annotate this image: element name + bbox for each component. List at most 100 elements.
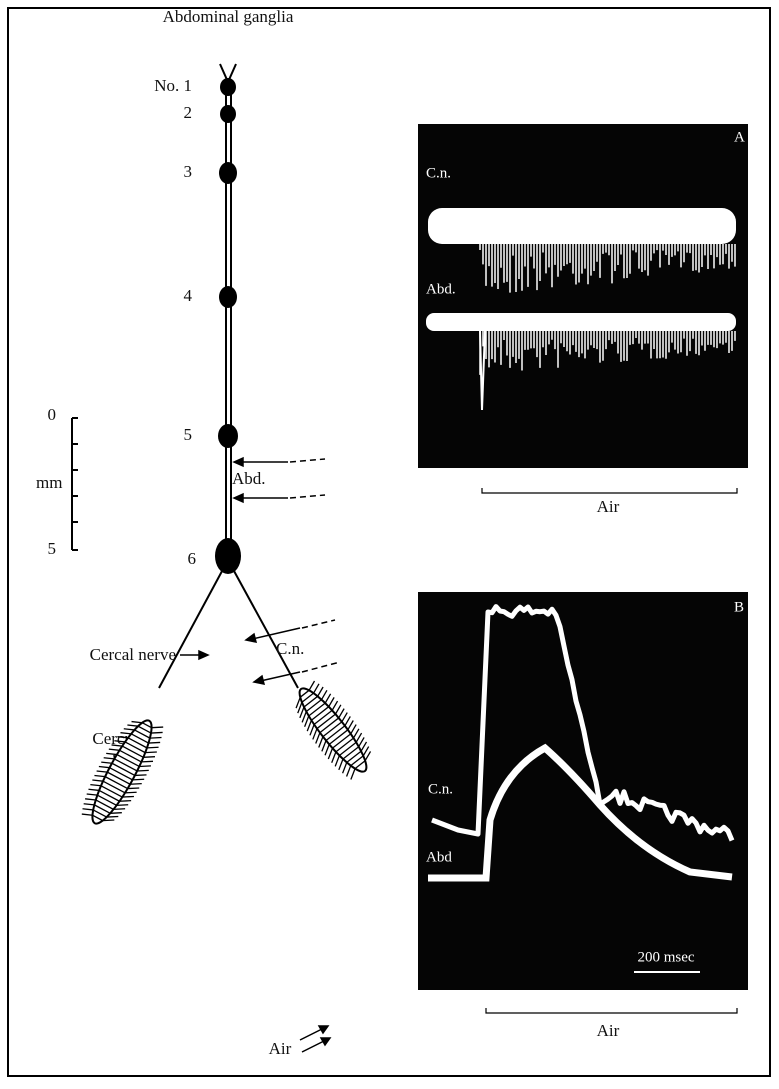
hair (299, 706, 305, 719)
title: Abdominal ganglia (163, 7, 294, 26)
hatch (325, 725, 346, 742)
hair (317, 686, 324, 697)
hair (297, 702, 303, 714)
hair (308, 680, 316, 691)
hair (328, 697, 335, 708)
hair (108, 748, 120, 751)
hair (127, 787, 140, 790)
hair (331, 751, 337, 763)
ganglion (220, 78, 236, 96)
hair (344, 716, 351, 727)
hatch (328, 729, 349, 745)
ganglion-label: 4 (184, 286, 193, 305)
hair (113, 808, 126, 811)
ganglion-label: 6 (188, 549, 197, 568)
hair (145, 751, 157, 754)
ganglion (218, 424, 238, 448)
hatch (111, 762, 136, 777)
panel-b-trace-1: C.n. (428, 781, 453, 797)
hair (82, 808, 94, 811)
hatch (301, 692, 314, 703)
hair (102, 819, 115, 822)
panel-a-trace-2: Abd. (426, 281, 456, 297)
panel-a (418, 124, 748, 468)
hair (143, 756, 156, 758)
hatch (303, 695, 319, 708)
hair (306, 719, 313, 732)
hair (92, 779, 104, 782)
ganglia: No. 1 2 3 4 5 6 (154, 76, 241, 574)
cn-noise (479, 244, 736, 293)
ganglion (220, 105, 236, 123)
cn-trace (431, 604, 735, 842)
stimulus-bar-b (485, 1008, 738, 1014)
hair (355, 732, 363, 743)
hatch (102, 780, 126, 794)
ganglion (215, 538, 241, 574)
hair (338, 758, 344, 771)
hatch (104, 776, 128, 790)
hatch (97, 794, 117, 806)
hair (83, 803, 95, 806)
panel-a-trace-1: C.n. (426, 165, 451, 181)
hatch (114, 758, 138, 772)
hair (103, 757, 115, 760)
hatch (127, 737, 148, 749)
panel-b-scale-bar: 200 msec (637, 949, 694, 965)
abd-trace (428, 743, 733, 882)
hatch (308, 702, 326, 717)
ganglion-label: 5 (184, 425, 193, 444)
hatch (121, 745, 144, 758)
hair (134, 774, 147, 777)
hair (127, 724, 139, 727)
panel-b-label: B (734, 599, 744, 615)
hair (360, 741, 368, 752)
hair (131, 720, 143, 724)
hair (334, 704, 342, 715)
hair (124, 791, 137, 794)
hatch (109, 767, 133, 781)
hair (352, 728, 360, 739)
hair (151, 726, 164, 729)
cercal-nerve-label: Cercal nerve (90, 645, 176, 664)
hair (362, 746, 370, 757)
hatch (342, 746, 360, 760)
hair (320, 690, 328, 700)
ganglion (219, 162, 237, 184)
hatch (141, 722, 152, 729)
hair (88, 788, 100, 792)
hatch (346, 750, 362, 763)
hair (341, 762, 348, 774)
hair (117, 736, 129, 739)
hair (358, 737, 365, 748)
hair (364, 751, 372, 762)
hair (324, 744, 330, 756)
hair (295, 696, 301, 709)
hair (312, 728, 318, 740)
hair (315, 732, 321, 744)
hair (149, 736, 162, 739)
air-label: Air (269, 1039, 292, 1058)
hair (114, 740, 126, 743)
hatch (100, 785, 123, 798)
panel-b-stimulus: Air (597, 1021, 620, 1040)
hair (94, 774, 106, 778)
hair (106, 752, 117, 756)
hair (106, 815, 119, 818)
hair (130, 782, 142, 785)
hatch (350, 755, 364, 767)
ganglion (219, 286, 237, 308)
abd-label: Abd. (232, 469, 266, 488)
hair (301, 711, 307, 723)
hair (116, 804, 129, 806)
hatch (335, 737, 354, 753)
hatch (134, 729, 151, 739)
panel-a-stimulus: Air (597, 497, 620, 516)
hatch (311, 706, 330, 721)
recording-arrows (110, 456, 341, 1053)
hair (347, 720, 354, 731)
scale-unit: mm (36, 473, 62, 492)
hair (119, 799, 132, 802)
hair (331, 700, 339, 711)
